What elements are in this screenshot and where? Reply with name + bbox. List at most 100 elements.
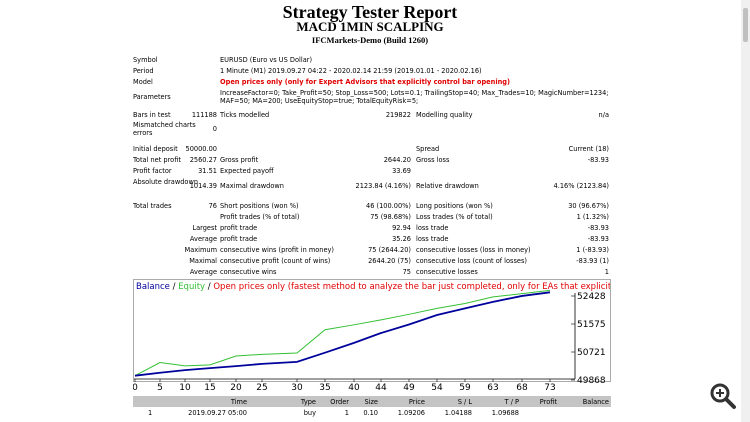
info-label: Symbol <box>133 56 158 64</box>
summary-label: profit trade <box>220 235 258 243</box>
summary-value: 35.26 <box>392 235 411 243</box>
summary-value: 76 <box>208 202 217 210</box>
info-label: Parameters <box>133 93 171 101</box>
summary-label: Initial deposit <box>133 145 178 153</box>
summary-label: Profit factor <box>133 167 172 175</box>
x-tick-label: 30 <box>291 383 303 393</box>
column-header: Time <box>230 398 247 406</box>
chart-frame: Balance / Equity / Open prices only (fas… <box>133 279 611 382</box>
y-tick-label: 52428 <box>577 292 606 302</box>
summary-label: Gross loss <box>416 156 450 164</box>
column-header: Profit <box>539 398 557 406</box>
summary-value: 75 (2644.20) <box>368 246 411 254</box>
summary-label: Absolute drawdown <box>133 178 199 186</box>
equity-chart: 52428 51575 50721 49868 0 5 10 15 20 25 30 35 40 44 49… <box>133 289 606 393</box>
trades-header-row <box>133 396 611 407</box>
x-tick-label: 25 <box>256 383 267 393</box>
summary-value: 2644.20 <box>383 156 411 164</box>
column-header: Size <box>364 398 378 406</box>
summary-value: -83.93 <box>587 156 609 164</box>
column-header: T / P <box>504 398 519 406</box>
summary-label: Ticks modelled <box>220 111 270 119</box>
legend-separator: / <box>207 282 211 292</box>
summary-label: Profit trades (% of total) <box>220 213 300 221</box>
x-tick-label: 73 <box>544 383 555 393</box>
x-tick-label: 63 <box>487 383 498 393</box>
column-header: Price <box>408 398 425 406</box>
info-value: Open prices only (only for Expert Adviso… <box>220 78 511 86</box>
summary-label: consecutive wins (profit in money) <box>220 246 335 254</box>
zoom-icon <box>710 383 730 403</box>
trade-cell: 0.10 <box>363 409 378 417</box>
summary-label: consecutive profit (count of wins) <box>220 257 331 265</box>
summary-value: 219822 <box>385 111 411 119</box>
summary-value: Maximal <box>189 257 217 265</box>
summary-value: 1 (-83.93) <box>576 246 609 254</box>
summary-value: n/a <box>598 111 609 119</box>
summary-value: 2644.20 (75) <box>368 257 411 265</box>
column-header: Type <box>300 398 316 406</box>
summary-label: consecutive losses (loss in money) <box>416 246 531 254</box>
expert-name: MACD 1MIN SCALPING <box>296 19 444 34</box>
summary-value: 75 <box>402 268 411 276</box>
info-value: 1 Minute (M1) 2019.09.27 04:22 - 2020.02… <box>220 67 482 75</box>
scrollbar-thumb[interactable] <box>743 8 748 42</box>
legend-separator: / <box>172 282 176 292</box>
legend-balance: Balance <box>136 282 170 292</box>
summary-value: 46 (100.00%) <box>366 202 411 210</box>
x-tick-label: 35 <box>319 383 330 393</box>
summary-value: 4.16% (2123.84) <box>553 182 609 190</box>
summary-label: Gross profit <box>220 156 259 164</box>
summary-label: Spread <box>416 145 440 153</box>
summary-value: 33.69 <box>392 167 411 175</box>
scrollbar[interactable] <box>741 0 750 422</box>
summary-label: consecutive wins <box>220 268 277 276</box>
info-label: Period <box>133 67 154 75</box>
chart-legend: Balance / Equity / Open prices only (fas… <box>136 282 610 292</box>
info-value: EURUSD (Euro vs US Dollar) <box>220 56 313 64</box>
summary-value: 75 (98.68%) <box>370 213 411 221</box>
summary-value: 2123.84 (4.16%) <box>355 182 411 190</box>
trade-cell: 1.09206 <box>397 409 425 417</box>
x-tick-label: 40 <box>348 383 360 393</box>
x-tick-label: 20 <box>230 383 242 393</box>
equity-line <box>134 289 551 377</box>
summary-label: loss trade <box>416 235 449 243</box>
summary-label: Expected payoff <box>220 167 274 175</box>
summary-label: Total trades <box>133 202 172 210</box>
zoom-icon <box>724 397 736 409</box>
column-header: S / L <box>457 398 472 406</box>
summary-label: Short positions (won %) <box>220 202 299 210</box>
summary-label: Bars in test <box>133 111 171 119</box>
summary-value: 0 <box>212 125 217 133</box>
y-tick-label: 50721 <box>577 348 606 358</box>
summary-value: -83.93 <box>587 224 609 232</box>
summary-value: 31.51 <box>198 167 217 175</box>
summary-label: consecutive loss (count of losses) <box>416 257 527 265</box>
summary-value: 92.94 <box>392 224 411 232</box>
summary-value: -83.93 <box>587 235 609 243</box>
summary-label: consecutive losses <box>416 268 478 276</box>
zoom-button[interactable] <box>708 381 738 411</box>
trade-cell: 1 <box>344 409 349 417</box>
x-tick-label: 54 <box>431 383 443 393</box>
x-tick-label: 15 <box>204 383 215 393</box>
trade-cell: 1.04188 <box>444 409 472 417</box>
server-name: IFCMarkets-Demo (Build 1260) <box>311 35 429 45</box>
trade-cell: buy <box>303 409 316 417</box>
summary-value: -83.93 (1) <box>576 257 609 265</box>
x-tick-label: 59 <box>459 383 471 393</box>
summary-value: Current (18) <box>568 145 609 153</box>
y-tick-label: 51575 <box>577 320 606 330</box>
summary-label: loss trade <box>416 224 449 232</box>
balance-line <box>134 291 551 377</box>
x-tick-label: 5 <box>157 383 163 393</box>
summary-value: 1014.39 <box>189 182 217 190</box>
summary-label: profit trade <box>220 224 258 232</box>
summary-value: 111188 <box>191 111 217 119</box>
summary-label: Mismatched charts errors <box>133 121 196 137</box>
info-value: IncreaseFactor=0; Take_Profit=50; Stop_L… <box>220 89 609 105</box>
x-tick-label: 49 <box>403 383 415 393</box>
summary-value: 30 (96.67%) <box>568 202 609 210</box>
